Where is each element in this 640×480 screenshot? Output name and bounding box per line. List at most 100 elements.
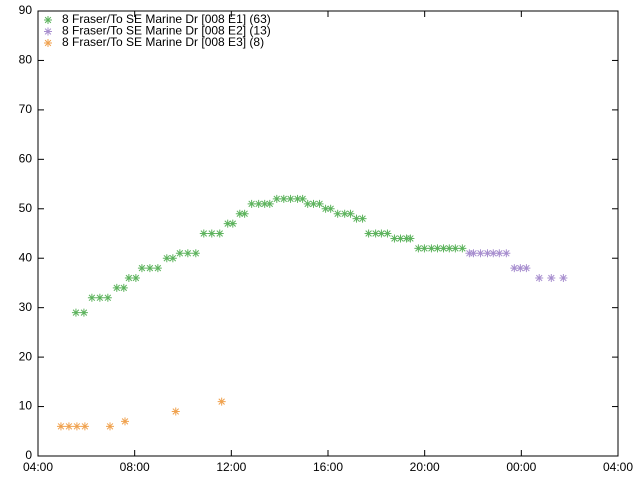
y-tick-label: 30 bbox=[19, 300, 33, 314]
data-point bbox=[254, 199, 263, 208]
data-point bbox=[87, 293, 96, 302]
data-point bbox=[358, 214, 367, 223]
data-point bbox=[56, 422, 65, 431]
data-point bbox=[279, 194, 288, 203]
legend-label: 8 Fraser/To SE Marine Dr [008 E2] (13) bbox=[62, 24, 271, 38]
data-point bbox=[420, 244, 429, 253]
data-point bbox=[315, 199, 324, 208]
data-point bbox=[80, 422, 89, 431]
data-point bbox=[458, 244, 467, 253]
x-tick-label: 04:00 bbox=[23, 460, 53, 474]
y-tick-label: 20 bbox=[19, 349, 33, 363]
data-point bbox=[228, 219, 237, 228]
x-tick-label: 16:00 bbox=[313, 460, 343, 474]
data-point bbox=[175, 249, 184, 258]
data-point bbox=[333, 209, 342, 218]
legend-marker bbox=[44, 27, 52, 36]
data-point bbox=[286, 194, 295, 203]
data-point bbox=[451, 244, 460, 253]
y-tick-label: 40 bbox=[19, 250, 33, 264]
data-point bbox=[240, 209, 249, 218]
data-point bbox=[427, 244, 436, 253]
plot-frame bbox=[37, 10, 619, 457]
y-tick-label: 90 bbox=[19, 3, 33, 17]
data-point bbox=[559, 274, 568, 282]
y-tick-label: 0 bbox=[25, 448, 32, 462]
data-point bbox=[95, 293, 104, 302]
data-point bbox=[247, 199, 256, 208]
data-point bbox=[340, 209, 349, 218]
data-point bbox=[137, 264, 146, 273]
data-point bbox=[103, 293, 112, 302]
data-point bbox=[465, 249, 474, 258]
data-point bbox=[377, 229, 386, 238]
data-point bbox=[79, 308, 88, 317]
y-tick-label: 50 bbox=[19, 201, 33, 215]
data-point bbox=[207, 229, 216, 238]
data-point bbox=[502, 249, 511, 258]
legend-label: 8 Fraser/To SE Marine Dr [008 E1] (63) bbox=[62, 12, 271, 26]
data-point bbox=[272, 194, 281, 203]
data-point bbox=[383, 229, 392, 238]
data-point bbox=[199, 229, 208, 238]
data-point bbox=[119, 283, 128, 292]
data-point bbox=[414, 244, 423, 253]
y-tick-label: 60 bbox=[19, 152, 33, 166]
y-tick-label: 10 bbox=[19, 399, 33, 413]
data-point bbox=[131, 274, 140, 282]
data-point bbox=[439, 244, 448, 253]
data-point bbox=[371, 229, 380, 238]
data-point bbox=[547, 274, 556, 282]
data-point bbox=[235, 209, 244, 218]
data-point bbox=[64, 422, 73, 431]
data-point bbox=[445, 244, 454, 253]
data-point bbox=[303, 199, 312, 208]
data-point bbox=[223, 219, 232, 228]
y-tick-label: 70 bbox=[19, 102, 33, 116]
data-point bbox=[352, 214, 361, 223]
data-point bbox=[326, 204, 335, 213]
data-point bbox=[489, 249, 498, 258]
data-point bbox=[183, 249, 192, 258]
data-point bbox=[309, 199, 318, 208]
data-point bbox=[215, 229, 224, 238]
data-point bbox=[469, 249, 478, 258]
data-point bbox=[476, 249, 485, 258]
data-point bbox=[260, 199, 269, 208]
data-point bbox=[396, 234, 405, 243]
x-tick-label: 00:00 bbox=[506, 460, 536, 474]
x-tick-label: 08:00 bbox=[120, 460, 150, 474]
data-point bbox=[298, 194, 307, 203]
data-point bbox=[495, 249, 504, 258]
data-point bbox=[535, 274, 544, 282]
data-point bbox=[433, 244, 442, 253]
data-point bbox=[71, 308, 80, 317]
data-point bbox=[112, 283, 121, 292]
data-point bbox=[191, 249, 200, 258]
data-point bbox=[346, 209, 355, 218]
x-tick-label: 12:00 bbox=[216, 460, 246, 474]
data-point bbox=[390, 234, 399, 243]
data-point bbox=[522, 264, 531, 273]
data-point bbox=[217, 397, 226, 406]
data-point bbox=[171, 407, 180, 416]
x-tick-label: 04:00 bbox=[603, 460, 633, 474]
data-point bbox=[121, 417, 129, 426]
legend-marker bbox=[44, 16, 52, 24]
x-tick-label: 20:00 bbox=[410, 460, 440, 474]
data-point bbox=[265, 199, 274, 208]
data-point bbox=[168, 254, 177, 263]
data-point bbox=[321, 204, 330, 213]
data-point bbox=[406, 234, 415, 243]
y-tick-label: 80 bbox=[19, 53, 33, 67]
data-point bbox=[293, 194, 302, 203]
data-point bbox=[364, 229, 373, 238]
data-point bbox=[483, 249, 492, 258]
legend-marker bbox=[44, 39, 52, 47]
data-point bbox=[145, 264, 154, 273]
data-point bbox=[162, 254, 171, 263]
data-point bbox=[72, 422, 81, 431]
data-point bbox=[124, 274, 133, 282]
data-point bbox=[153, 264, 162, 273]
